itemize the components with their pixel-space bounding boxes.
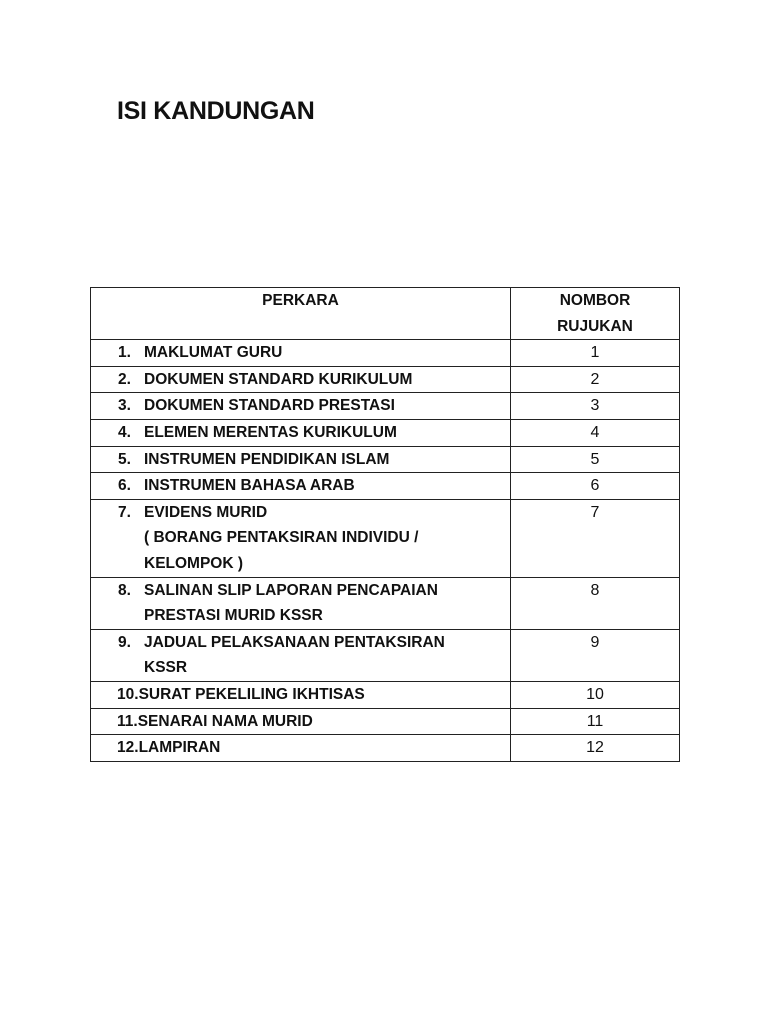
row-item: 11.SENARAI NAMA MURID	[90, 707, 511, 736]
row-reference-number: 8	[510, 576, 680, 630]
row-item: 6. INSTRUMEN BAHASA ARAB	[90, 472, 511, 500]
row-number: 8.	[118, 581, 131, 599]
row-reference-number: 1	[510, 339, 680, 367]
table-row: 2. DOKUMEN STANDARD KURIKULUM 2	[90, 365, 680, 394]
row-item-text: DOKUMEN STANDARD KURIKULUM	[144, 370, 413, 388]
row-item: 8. SALINAN SLIP LAPORAN PENCAPAIAN PRESTAS…	[90, 576, 511, 630]
table-row: 8. SALINAN SLIP LAPORAN PENCAPAIAN PRESTAS…	[90, 576, 680, 630]
row-reference-number: 7	[510, 498, 680, 578]
row-item: 12.LAMPIRAN	[90, 734, 511, 762]
row-item-text: SALINAN SLIP LAPORAN PENCAPAIAN	[144, 581, 438, 599]
header-ref-line1: NOMBOR	[559, 292, 631, 309]
row-item-text: KSSR	[144, 659, 188, 677]
row-item: 10.SURAT PEKELILING IKHTISAS	[90, 680, 511, 709]
row-reference-number: 11	[510, 707, 680, 736]
page-title: ISI KANDUNGAN	[117, 97, 315, 125]
table-row: 7. EVIDENS MURID ( BORANG PENTAKSIRAN INDI…	[90, 498, 680, 578]
row-reference-number: 4	[510, 418, 680, 447]
row-reference-number: 12	[510, 734, 680, 762]
table-row: 11.SENARAI NAMA MURID 11	[90, 707, 680, 736]
row-item-text: MAKLUMAT GURU	[144, 344, 283, 362]
table-row: 4. ELEMEN MERENTAS KURIKULUM 4	[90, 418, 680, 447]
table-row: 10.SURAT PEKELILING IKHTISAS 10	[90, 680, 680, 709]
row-item: 3. DOKUMEN STANDARD PRESTASI	[90, 392, 511, 420]
row-item-text: SENARAI NAMA MURID	[137, 712, 313, 730]
row-item: 9. JADUAL PELAKSANAAN PENTAKSIRAN KSSR	[90, 628, 511, 682]
row-item-text: LAMPIRAN	[138, 739, 221, 757]
row-number: 12.	[117, 739, 139, 757]
header-nombor-rujukan: NOMBOR RUJUKAN	[510, 286, 680, 341]
row-number: 9.	[118, 633, 131, 651]
table-row: 12.LAMPIRAN 12	[90, 734, 680, 762]
row-reference-number: 3	[510, 392, 680, 420]
row-item: 2. DOKUMEN STANDARD KURIKULUM	[90, 365, 511, 394]
row-number: 3.	[118, 397, 131, 415]
row-item-text: PRESTASI MURID KSSR	[144, 607, 323, 625]
row-item: 7. EVIDENS MURID ( BORANG PENTAKSIRAN INDI…	[90, 498, 511, 578]
header-perkara: PERKARA	[90, 286, 511, 341]
row-number: 10.	[117, 685, 139, 703]
row-item-text: EVIDENS MURID	[144, 503, 268, 521]
table-row: 9. JADUAL PELAKSANAAN PENTAKSIRAN KSSR 9	[90, 628, 680, 682]
header-ref-line2: RUJUKAN	[557, 317, 633, 335]
contents-table: PERKARA NOMBOR RUJUKAN 1. MAKLUMAT GURU 1 2.…	[90, 286, 680, 762]
row-item-text: KELOMPOK )	[144, 554, 244, 572]
row-item-text: ( BORANG PENTAKSIRAN INDIVIDU /	[144, 529, 419, 547]
row-item: 5. INSTRUMEN PENDIDIKAN ISLAM	[90, 445, 511, 474]
table-row: 1. MAKLUMAT GURU 1	[90, 339, 680, 367]
row-item-text: INSTRUMEN PENDIDIKAN ISLAM	[144, 450, 390, 468]
table-row: 3. DOKUMEN STANDARD PRESTASI 3	[90, 392, 680, 420]
row-reference-number: 6	[510, 472, 680, 500]
row-reference-number: 10	[510, 680, 680, 709]
table-row: 6. INSTRUMEN BAHASA ARAB 6	[90, 472, 680, 500]
row-number: 5.	[118, 450, 131, 468]
row-reference-number: 2	[510, 365, 680, 394]
row-number: 6.	[118, 477, 131, 495]
row-item-text: JADUAL PELAKSANAAN PENTAKSIRAN	[144, 633, 445, 651]
row-item-text: ELEMEN MERENTAS KURIKULUM	[144, 423, 397, 441]
table-header-row: PERKARA NOMBOR RUJUKAN	[90, 286, 680, 341]
row-reference-number: 9	[510, 628, 680, 682]
row-number: 2.	[118, 370, 131, 388]
row-reference-number: 5	[510, 445, 680, 474]
row-item-text: INSTRUMEN BAHASA ARAB	[144, 477, 355, 495]
row-number: 4.	[118, 423, 131, 441]
row-item-text: DOKUMEN STANDARD PRESTASI	[144, 397, 395, 415]
row-number: 11.	[117, 712, 138, 730]
row-item: 1. MAKLUMAT GURU	[90, 339, 511, 367]
row-number: 1.	[118, 344, 131, 362]
table-row: 5. INSTRUMEN PENDIDIKAN ISLAM 5	[90, 445, 680, 474]
header-perkara-label: PERKARA	[262, 292, 339, 309]
row-item-text: SURAT PEKELILING IKHTISAS	[138, 685, 365, 703]
row-item: 4. ELEMEN MERENTAS KURIKULUM	[90, 418, 511, 447]
row-number: 7.	[118, 503, 131, 521]
